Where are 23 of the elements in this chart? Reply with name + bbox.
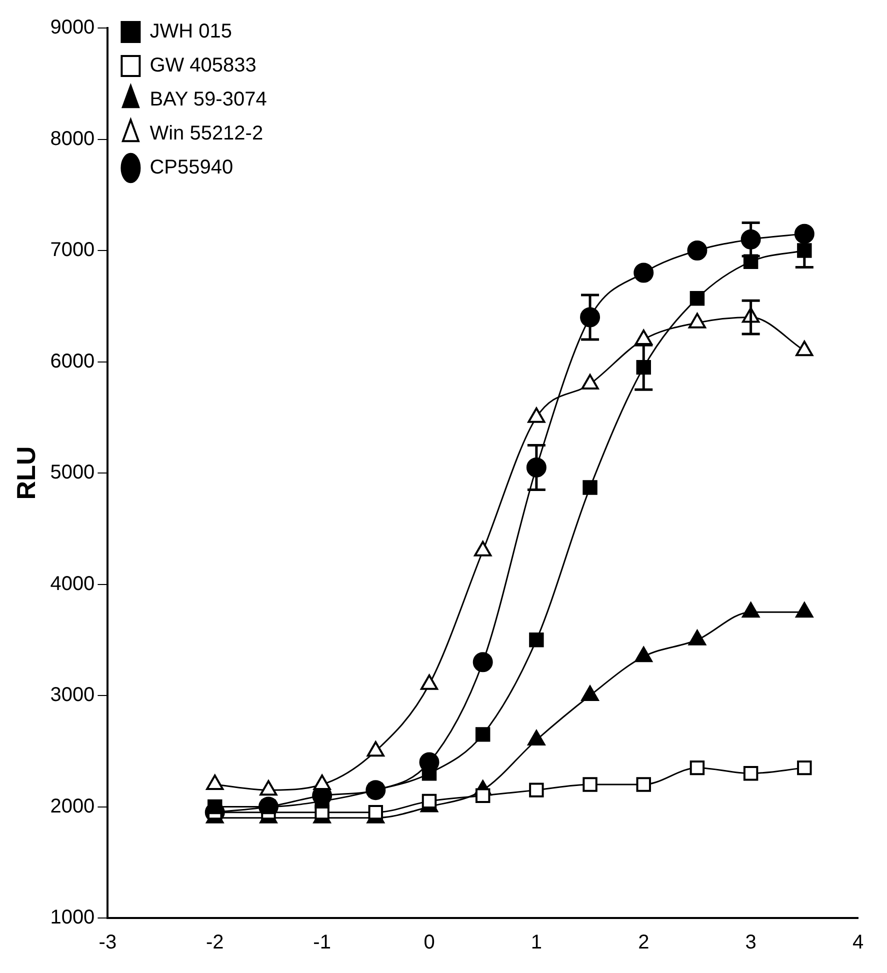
x-tick-label: 4 <box>852 932 864 954</box>
legend-label: CP55940 <box>150 156 234 179</box>
x-tick-label: 1 <box>530 932 542 954</box>
y-tick-label: 2000 <box>50 795 95 818</box>
y-tick-label: 3000 <box>50 684 95 706</box>
y-tick-label: 4000 <box>50 572 95 595</box>
x-tick-label: -2 <box>206 932 224 954</box>
y-tick-label: 5000 <box>50 462 95 484</box>
y-tick-label: 1000 <box>50 906 95 929</box>
x-tick-label: 2 <box>638 932 650 954</box>
legend-label: GW 405833 <box>150 54 256 77</box>
legend-label: JWH 015 <box>150 20 232 43</box>
y-tick-label: 7000 <box>50 239 95 262</box>
x-tick-label: -3 <box>98 932 117 954</box>
legend-label: Win 55212-2 <box>150 122 264 145</box>
x-tick-label: 0 <box>424 932 435 954</box>
y-tick-label: 6000 <box>50 350 95 372</box>
x-tick-label: -1 <box>313 932 331 954</box>
y-tick-label: 8000 <box>50 128 95 150</box>
y-axis-title: RLU <box>10 446 41 500</box>
x-tick-label: 3 <box>745 932 756 954</box>
legend-label: BAY 59-3074 <box>150 88 267 111</box>
y-tick-label: 9000 <box>50 16 95 39</box>
